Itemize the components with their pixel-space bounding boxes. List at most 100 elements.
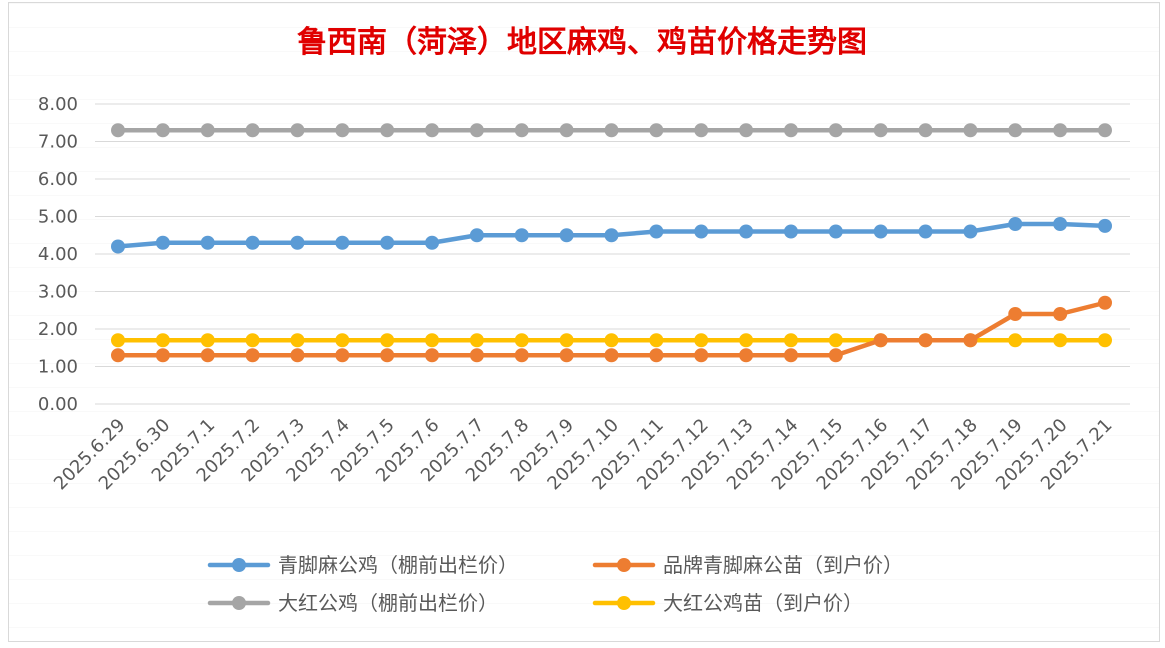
data-point	[425, 333, 440, 348]
legend-label: 大红公鸡（棚前出栏价）	[278, 591, 498, 615]
data-point	[828, 348, 843, 363]
data-point	[1008, 333, 1023, 348]
y-tick-label: 2.00	[38, 319, 78, 340]
data-point	[783, 123, 798, 138]
data-point	[604, 348, 619, 363]
data-point	[604, 333, 619, 348]
data-point	[425, 123, 440, 138]
legend: 青脚麻公鸡（棚前出栏价） 品牌青脚麻公苗（到户价） 大红公鸡（棚前出栏价） 大红公鸡苗…	[207, 553, 903, 615]
y-tick-label: 1.00	[38, 357, 78, 378]
data-point	[469, 348, 484, 363]
sheet-background	[9, 3, 1159, 641]
legend-label: 青脚麻公鸡（棚前出栏价）	[278, 553, 518, 577]
data-point	[1008, 123, 1023, 138]
data-point	[649, 123, 664, 138]
data-point	[649, 224, 664, 239]
data-point	[604, 228, 619, 243]
data-point	[155, 123, 170, 138]
data-point	[1053, 333, 1068, 348]
data-point	[694, 348, 709, 363]
data-point	[1098, 218, 1112, 233]
data-point	[739, 348, 754, 363]
data-point	[111, 239, 125, 254]
data-point	[155, 235, 170, 250]
series-1	[111, 295, 1112, 363]
data-point	[200, 123, 215, 138]
data-point	[1053, 217, 1068, 231]
data-point	[559, 228, 574, 243]
data-point	[739, 333, 754, 348]
data-point	[425, 348, 440, 363]
data-point	[559, 123, 574, 138]
data-point	[335, 348, 350, 363]
data-point	[290, 348, 305, 363]
data-point	[783, 348, 798, 363]
y-tick-label: 0.00	[38, 394, 78, 415]
data-point	[918, 123, 933, 138]
chart-title: 鲁西南（菏泽）地区麻鸡、鸡苗价格走势图	[297, 25, 867, 60]
data-point	[783, 333, 798, 348]
gridlines	[95, 103, 1130, 405]
data-point	[111, 348, 125, 363]
data-point	[828, 123, 843, 138]
legend-entry: 大红公鸡苗（到户价）	[592, 591, 863, 615]
legend-label: 大红公鸡苗（到户价）	[663, 591, 863, 615]
data-point	[1053, 123, 1068, 138]
data-point	[963, 224, 978, 239]
data-point	[290, 235, 305, 250]
data-point	[514, 333, 529, 348]
data-point	[380, 123, 395, 138]
data-point	[335, 333, 350, 348]
data-point	[1098, 295, 1112, 310]
data-point	[873, 333, 888, 348]
legend-entry: 品牌青脚麻公苗（到户价）	[592, 553, 903, 577]
data-point	[155, 333, 170, 348]
legend-swatch-marker	[617, 596, 631, 610]
data-point	[963, 333, 978, 348]
data-point	[469, 123, 484, 138]
x-axis: 2025.6.292025.6.302025.7.12025.7.22025.7…	[50, 415, 1117, 495]
data-point	[694, 224, 709, 239]
legend-swatch-marker	[617, 558, 631, 572]
legend-swatch-marker	[232, 558, 246, 572]
data-point	[918, 333, 933, 348]
data-point	[739, 224, 754, 239]
legend-entry: 青脚麻公鸡（棚前出栏价）	[207, 553, 518, 577]
y-tick-label: 8.00	[38, 94, 78, 115]
data-point	[828, 333, 843, 348]
data-point	[1098, 333, 1112, 348]
y-tick-label: 6.00	[38, 169, 78, 190]
legend-label: 品牌青脚麻公苗（到户价）	[663, 553, 903, 577]
data-point	[1008, 307, 1023, 321]
data-point	[649, 333, 664, 348]
data-point	[514, 123, 529, 138]
chart-frame	[8, 2, 1160, 642]
data-point	[873, 224, 888, 239]
data-point	[290, 333, 305, 348]
y-tick-label: 5.00	[38, 207, 78, 228]
data-point	[380, 235, 395, 250]
data-point	[335, 123, 350, 138]
data-point	[514, 228, 529, 243]
data-point	[425, 235, 440, 250]
data-point	[155, 348, 170, 363]
data-point	[245, 235, 260, 250]
series-group	[111, 123, 1112, 363]
data-point	[783, 224, 798, 239]
data-point	[1098, 123, 1112, 138]
data-point	[245, 348, 260, 363]
data-point	[559, 348, 574, 363]
series-0	[111, 217, 1112, 254]
series-2	[111, 123, 1112, 138]
y-axis: 0.00 1.00 2.00 3.00 4.00 5.00 6.00 7.00 8.00	[38, 94, 78, 415]
data-point	[245, 333, 260, 348]
data-point	[514, 348, 529, 363]
data-point	[380, 333, 395, 348]
data-point	[649, 348, 664, 363]
data-point	[1008, 217, 1023, 231]
y-tick-label: 4.00	[38, 244, 78, 265]
data-point	[963, 123, 978, 138]
data-point	[828, 224, 843, 239]
y-tick-label: 3.00	[38, 282, 78, 303]
